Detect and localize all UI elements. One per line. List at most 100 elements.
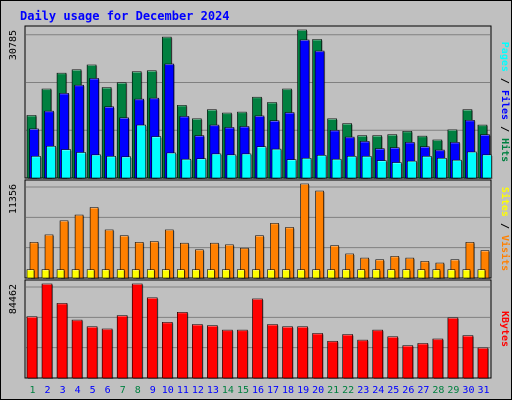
x-tick-label-day-10: 10 bbox=[162, 385, 174, 396]
side-label-top: Pages / Files / Hits bbox=[499, 42, 511, 162]
x-tick-label-day-31: 31 bbox=[477, 385, 489, 396]
bar-kbytes-day-10 bbox=[161, 322, 174, 379]
bar-pages-day-29 bbox=[452, 159, 463, 179]
side-label-part: / bbox=[499, 72, 510, 90]
bar-sites-day-1 bbox=[26, 269, 35, 279]
bar-pages-day-27 bbox=[422, 156, 433, 179]
bar-pages-day-23 bbox=[361, 156, 373, 179]
side-label-part: KBytes bbox=[499, 311, 510, 347]
bar-pages-day-13 bbox=[211, 153, 222, 179]
x-tick-label-day-13: 13 bbox=[207, 385, 219, 396]
bar-sites-day-16 bbox=[252, 269, 261, 279]
bar-pages-day-3 bbox=[61, 149, 72, 179]
bar-pages-day-16 bbox=[256, 146, 267, 179]
bar-kbytes-day-9 bbox=[146, 297, 159, 379]
bar-pages-day-5 bbox=[91, 154, 102, 179]
bar-sites-day-8 bbox=[131, 269, 141, 279]
x-tick-label-day-26: 26 bbox=[402, 385, 414, 396]
bar-kbytes-day-20 bbox=[312, 333, 324, 379]
chart-title: Daily usage for December 2024 bbox=[20, 9, 230, 23]
x-tick-label-day-25: 25 bbox=[387, 385, 399, 396]
x-tick-label-day-30: 30 bbox=[462, 385, 474, 396]
bar-pages-day-8 bbox=[136, 124, 147, 179]
bar-sites-day-17 bbox=[267, 269, 276, 279]
side-label-part: Pages bbox=[499, 42, 510, 72]
bar-kbytes-day-4 bbox=[71, 319, 84, 379]
x-tick-label-day-8: 8 bbox=[135, 385, 141, 396]
bar-sites-day-25 bbox=[387, 269, 396, 279]
bar-visits-day-20 bbox=[315, 190, 325, 279]
bar-kbytes-day-21 bbox=[327, 340, 339, 379]
bar-kbytes-day-3 bbox=[56, 303, 69, 379]
bar-visits-day-19 bbox=[300, 183, 310, 279]
x-tick-label-day-15: 15 bbox=[237, 385, 249, 396]
bar-sites-day-2 bbox=[41, 269, 51, 279]
axis-max-label: 11356 bbox=[8, 184, 19, 214]
bar-kbytes-day-28 bbox=[432, 338, 444, 379]
x-tick-label-day-29: 29 bbox=[447, 385, 459, 396]
bar-pages-day-24 bbox=[376, 160, 388, 179]
x-tick-label-day-7: 7 bbox=[120, 385, 126, 396]
x-tick-label-day-5: 5 bbox=[90, 385, 96, 396]
bar-pages-day-15 bbox=[241, 153, 252, 179]
bar-pages-day-12 bbox=[196, 158, 207, 179]
bar-sites-day-9 bbox=[146, 269, 156, 279]
bar-sites-day-3 bbox=[56, 269, 66, 279]
bar-pages-day-11 bbox=[181, 158, 192, 179]
side-label-part: Files bbox=[499, 90, 511, 120]
side-label-part: Visits bbox=[499, 235, 511, 271]
bar-kbytes-day-16 bbox=[252, 298, 264, 379]
x-tick-label-day-21: 21 bbox=[327, 385, 339, 396]
x-tick-label-day-1: 1 bbox=[30, 385, 36, 396]
bar-sites-day-5 bbox=[86, 269, 96, 279]
axis-max-label: 84462 bbox=[8, 284, 19, 314]
bar-sites-day-7 bbox=[116, 269, 126, 279]
x-tick-label-day-17: 17 bbox=[267, 385, 279, 396]
bar-sites-day-4 bbox=[71, 269, 81, 279]
bar-sites-day-28 bbox=[432, 269, 441, 279]
bar-sites-day-31 bbox=[477, 269, 486, 279]
bar-sites-day-22 bbox=[342, 269, 351, 279]
bar-sites-day-26 bbox=[402, 269, 411, 279]
x-tick-label-day-28: 28 bbox=[432, 385, 444, 396]
bar-pages-day-31 bbox=[482, 154, 493, 179]
panel-hits-files-pages: 30785 bbox=[8, 25, 493, 180]
bar-kbytes-day-24 bbox=[372, 329, 384, 379]
x-tick-label-day-14: 14 bbox=[222, 385, 234, 396]
panel-visits-sites: 11356 bbox=[8, 179, 492, 279]
bar-kbytes-day-1 bbox=[26, 316, 38, 379]
bar-kbytes-day-11 bbox=[177, 312, 189, 379]
bar-kbytes-day-8 bbox=[131, 283, 144, 379]
bar-pages-day-20 bbox=[316, 155, 328, 179]
bar-kbytes-day-26 bbox=[402, 345, 414, 379]
bar-pages-day-25 bbox=[391, 162, 403, 179]
side-label-part: Sites bbox=[499, 187, 511, 217]
bar-pages-day-4 bbox=[76, 152, 87, 179]
bar-sites-day-23 bbox=[357, 269, 366, 279]
side-label-part: Hits bbox=[499, 138, 511, 162]
bar-kbytes-day-22 bbox=[342, 334, 354, 379]
bar-kbytes-day-12 bbox=[192, 324, 204, 379]
side-label-middle: Sites / Visits bbox=[499, 187, 511, 271]
bar-kbytes-day-13 bbox=[207, 325, 219, 379]
x-tick-label-day-18: 18 bbox=[282, 385, 294, 396]
x-tick-label-day-4: 4 bbox=[75, 385, 81, 396]
x-tick-label-day-2: 2 bbox=[45, 385, 51, 396]
bar-sites-day-18 bbox=[282, 269, 291, 279]
bar-pages-day-18 bbox=[286, 159, 298, 179]
bar-sites-day-27 bbox=[417, 269, 426, 279]
bar-kbytes-day-18 bbox=[282, 326, 294, 379]
x-tick-label-day-23: 23 bbox=[357, 385, 369, 396]
bar-kbytes-day-31 bbox=[477, 347, 489, 379]
side-label-bottom: KBytes bbox=[499, 311, 510, 347]
x-tick-label-day-27: 27 bbox=[417, 385, 429, 396]
bar-sites-day-10 bbox=[161, 269, 171, 279]
x-tick-label-day-19: 19 bbox=[297, 385, 309, 396]
x-tick-label-day-24: 24 bbox=[372, 385, 384, 396]
bar-sites-day-12 bbox=[192, 269, 201, 279]
bar-pages-day-7 bbox=[121, 156, 132, 179]
x-tick-label-day-6: 6 bbox=[105, 385, 111, 396]
bar-sites-day-6 bbox=[101, 269, 111, 279]
x-tick-label-day-9: 9 bbox=[150, 385, 156, 396]
bar-sites-day-13 bbox=[207, 269, 216, 279]
